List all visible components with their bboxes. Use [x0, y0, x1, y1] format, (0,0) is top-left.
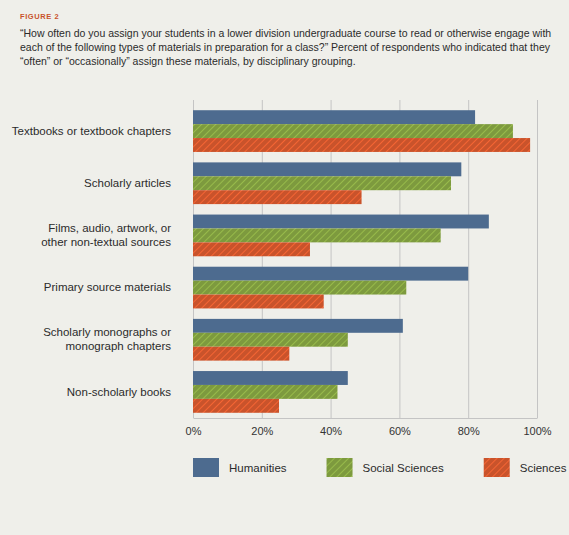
- y-axis: Textbooks or textbook chapters Scholarly …: [12, 125, 171, 398]
- title-line: “often” or “occasionally” assign these m…: [20, 55, 356, 67]
- chart-svg: FIGURE 2 “How often do you assign your st…: [0, 0, 569, 535]
- bar: [193, 347, 289, 361]
- bar: [193, 333, 348, 347]
- legend-swatch: [484, 458, 510, 477]
- bar: [193, 319, 403, 333]
- category-label-line: Scholarly articles: [84, 177, 171, 189]
- category-label: Scholarly monographs or monograph chapter…: [43, 326, 171, 352]
- bars: [193, 110, 530, 413]
- category-label-line: other non-textual sources: [41, 236, 171, 248]
- bar: [193, 162, 461, 176]
- y-tick: Non-scholarly books: [67, 386, 171, 398]
- legend-label: Humanities: [229, 462, 287, 474]
- title-line: “How often do you assign your students i…: [20, 27, 551, 39]
- grid-line: [537, 100, 538, 418]
- bar: [193, 371, 348, 385]
- category-label: Non-scholarly books: [67, 386, 171, 398]
- bar: [193, 385, 337, 399]
- y-tick: Textbooks or textbook chapters: [12, 125, 171, 137]
- category-label-line: Non-scholarly books: [67, 386, 171, 398]
- bar: [193, 124, 513, 138]
- y-tick: Scholarly articles: [84, 177, 171, 189]
- category-label: Primary source materials: [44, 281, 171, 293]
- x-tick-label: 100%: [523, 425, 551, 437]
- bar: [193, 190, 362, 204]
- legend-item: Sciences: [484, 458, 567, 477]
- category-label-line: Scholarly monographs or: [43, 326, 171, 338]
- x-tick-label: 0%: [186, 425, 202, 437]
- legend-label: Sciences: [520, 462, 567, 474]
- chart-title: “How often do you assign your students i…: [20, 27, 551, 67]
- category-label-line: Textbooks or textbook chapters: [12, 125, 171, 137]
- category-label: Scholarly articles: [84, 177, 171, 189]
- category-label-line: Primary source materials: [44, 281, 171, 293]
- series-bars: [193, 124, 513, 399]
- x-axis-line: [194, 418, 538, 419]
- x-tick-label: 80%: [458, 425, 480, 437]
- legend-item: Humanities: [193, 458, 287, 477]
- bar: [193, 215, 489, 229]
- bar: [193, 399, 279, 413]
- legend-swatch: [327, 458, 353, 477]
- x-tick-label: 20%: [251, 425, 273, 437]
- bar: [193, 138, 530, 152]
- y-tick: Films, audio, artwork, or other non-textu…: [41, 222, 171, 248]
- y-tick: Scholarly monographs or monograph chapter…: [43, 326, 171, 352]
- category-label-line: monograph chapters: [66, 340, 172, 352]
- bar: [193, 295, 324, 309]
- title-line: each of the following types of materials…: [20, 41, 551, 53]
- figure-label: FIGURE 2: [20, 12, 59, 21]
- chart-container: FIGURE 2 “How often do you assign your st…: [0, 0, 569, 535]
- x-tick-label: 40%: [320, 425, 342, 437]
- category-label: Textbooks or textbook chapters: [12, 125, 171, 137]
- legend-label: Social Sciences: [363, 462, 444, 474]
- bar: [193, 281, 406, 295]
- bar: [193, 242, 310, 256]
- category-label: Films, audio, artwork, or other non-textu…: [41, 222, 171, 248]
- x-axis: 0% 20% 40% 60% 80% 100%: [186, 100, 552, 437]
- series-bars: [193, 138, 530, 413]
- bar: [193, 176, 451, 190]
- bar: [193, 110, 475, 124]
- legend: Humanities Social Sciences Sciences: [193, 458, 567, 477]
- legend-swatch: [193, 458, 219, 477]
- x-tick-label: 60%: [389, 425, 411, 437]
- bar: [193, 267, 468, 281]
- bar: [193, 228, 441, 242]
- y-tick: Primary source materials: [44, 281, 171, 293]
- category-label-line: Films, audio, artwork, or: [48, 222, 171, 234]
- background: [0, 0, 569, 535]
- legend-item: Social Sciences: [327, 458, 444, 477]
